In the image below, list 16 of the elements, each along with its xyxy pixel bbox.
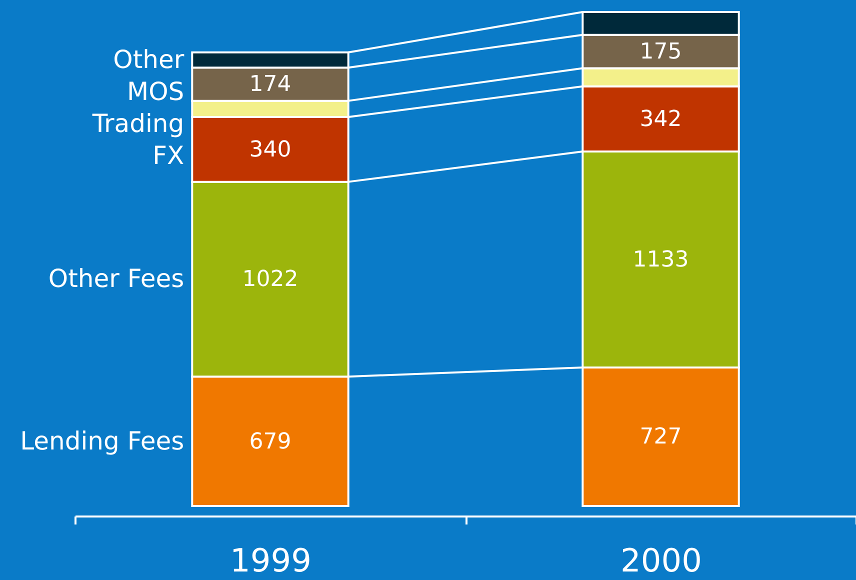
- data-label: 1022: [242, 267, 298, 292]
- series-label: FX: [152, 141, 184, 170]
- series-label: MOS: [127, 77, 184, 106]
- x-tick-label: 2000: [620, 542, 702, 580]
- data-label: 1133: [632, 247, 689, 272]
- data-label: 340: [249, 137, 292, 162]
- series-label: Other Fees: [48, 264, 184, 294]
- series-label: Other: [113, 45, 185, 74]
- data-label: 727: [640, 424, 682, 450]
- series-label: Lending Fees: [20, 426, 184, 456]
- data-label: 175: [640, 40, 682, 65]
- data-label: 174: [249, 72, 292, 98]
- data-label: 679: [249, 429, 292, 454]
- data-label: 342: [640, 106, 682, 132]
- x-tick-label: 1999: [230, 542, 312, 580]
- series-label: Trading: [91, 109, 184, 138]
